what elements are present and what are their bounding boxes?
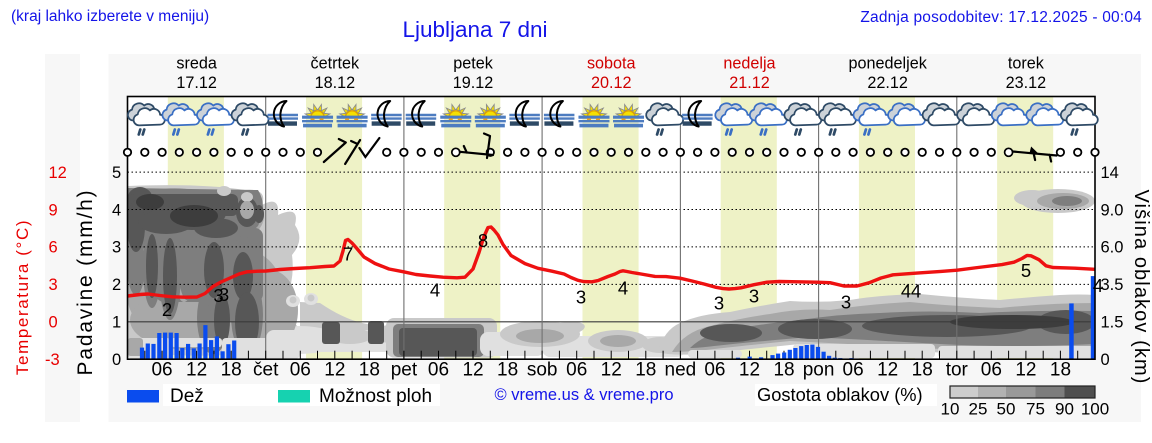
svg-text:10: 10 (941, 400, 960, 419)
svg-text:90: 90 (1055, 400, 1074, 419)
svg-text:0: 0 (49, 314, 58, 332)
svg-text:3: 3 (576, 287, 586, 308)
svg-text:ned: ned (665, 360, 697, 381)
svg-text:3: 3 (841, 292, 851, 313)
svg-text:100: 100 (1081, 400, 1109, 419)
svg-text:Temperatura (°C): Temperatura (°C) (13, 219, 32, 375)
svg-text:18: 18 (221, 360, 242, 381)
svg-text:12: 12 (1015, 360, 1036, 381)
svg-text:06: 06 (704, 360, 725, 381)
svg-text:sobota: sobota (587, 55, 636, 73)
svg-text:5: 5 (112, 164, 121, 182)
svg-text:6: 6 (49, 239, 58, 257)
svg-text:4: 4 (911, 281, 921, 302)
svg-text:sreda: sreda (176, 55, 217, 73)
svg-text:-3: -3 (45, 351, 60, 369)
svg-text:2: 2 (162, 299, 172, 320)
svg-text:četrtek: četrtek (311, 55, 360, 73)
svg-text:50: 50 (997, 400, 1016, 419)
svg-text:4: 4 (112, 201, 121, 219)
svg-text:ponedeljek: ponedeljek (849, 55, 928, 73)
svg-text:4: 4 (901, 281, 911, 302)
svg-text:4: 4 (618, 278, 628, 299)
svg-text:06: 06 (428, 360, 449, 381)
svg-text:4: 4 (430, 280, 440, 301)
svg-text:6.0: 6.0 (1101, 239, 1124, 257)
svg-text:9.0: 9.0 (1101, 201, 1124, 219)
svg-text:12: 12 (49, 164, 67, 182)
svg-text:06: 06 (151, 360, 172, 381)
svg-text:3: 3 (219, 284, 229, 305)
svg-text:3: 3 (714, 293, 724, 314)
svg-text:nedelja: nedelja (723, 55, 775, 73)
svg-text:18: 18 (912, 360, 933, 381)
svg-text:18: 18 (497, 360, 518, 381)
svg-text:25: 25 (969, 400, 988, 419)
svg-text:4: 4 (1093, 275, 1103, 296)
svg-text:čet: čet (253, 360, 279, 381)
svg-text:3: 3 (213, 285, 223, 306)
svg-text:Zadnja posodobitev: 17.12.2025: Zadnja posodobitev: 17.12.2025 - 00:04 (860, 9, 1142, 26)
svg-text:Višina oblakov (km): Višina oblakov (km) (1130, 189, 1152, 384)
svg-text:18: 18 (1050, 360, 1071, 381)
svg-text:23.12: 23.12 (1006, 74, 1047, 92)
svg-text:© vreme.us & vreme.pro: © vreme.us & vreme.pro (494, 386, 673, 404)
svg-text:Gostota oblakov (%): Gostota oblakov (%) (757, 384, 923, 405)
svg-text:06: 06 (290, 360, 311, 381)
svg-text:3: 3 (112, 239, 121, 257)
svg-text:18.12: 18.12 (315, 74, 356, 92)
svg-text:20.12: 20.12 (591, 74, 632, 92)
svg-text:06: 06 (981, 360, 1002, 381)
svg-text:06: 06 (843, 360, 864, 381)
svg-text:12: 12 (601, 360, 622, 381)
svg-text:tor: tor (946, 360, 969, 381)
svg-text:7: 7 (343, 244, 353, 265)
svg-text:12: 12 (186, 360, 207, 381)
svg-text:12: 12 (877, 360, 898, 381)
svg-text:3: 3 (749, 286, 759, 307)
svg-text:75: 75 (1026, 400, 1045, 419)
svg-text:12: 12 (324, 360, 345, 381)
svg-text:pon: pon (803, 360, 835, 381)
svg-text:12: 12 (739, 360, 760, 381)
svg-text:sob: sob (527, 360, 558, 381)
svg-text:06: 06 (566, 360, 587, 381)
svg-text:8: 8 (478, 230, 488, 251)
svg-text:3.5: 3.5 (1101, 276, 1124, 294)
svg-text:18: 18 (359, 360, 380, 381)
svg-text:petek: petek (453, 55, 494, 73)
svg-text:Padavine (mm/h): Padavine (mm/h) (74, 189, 97, 376)
svg-text:torek: torek (1008, 55, 1045, 73)
svg-text:1.5: 1.5 (1101, 314, 1124, 332)
svg-text:Ljubljana 7 dni: Ljubljana 7 dni (402, 17, 547, 42)
svg-text:0: 0 (112, 351, 121, 369)
svg-text:17.12: 17.12 (176, 74, 217, 92)
svg-text:3: 3 (49, 276, 58, 294)
svg-text:Možnost ploh: Možnost ploh (319, 386, 432, 407)
svg-text:2: 2 (112, 276, 121, 294)
svg-text:5: 5 (1021, 260, 1031, 281)
svg-text:pet: pet (391, 360, 418, 381)
svg-text:14: 14 (1101, 164, 1119, 182)
svg-text:22.12: 22.12 (867, 74, 908, 92)
svg-text:21.12: 21.12 (729, 74, 770, 92)
svg-text:19.12: 19.12 (453, 74, 494, 92)
svg-text:1: 1 (112, 314, 121, 332)
svg-text:9: 9 (49, 201, 58, 219)
svg-text:12: 12 (462, 360, 483, 381)
svg-text:Dež: Dež (170, 386, 204, 407)
svg-text:(kraj lahko izberete v meniju): (kraj lahko izberete v meniju) (11, 8, 209, 25)
svg-text:18: 18 (773, 360, 794, 381)
svg-text:0: 0 (1101, 351, 1110, 369)
svg-text:18: 18 (635, 360, 656, 381)
